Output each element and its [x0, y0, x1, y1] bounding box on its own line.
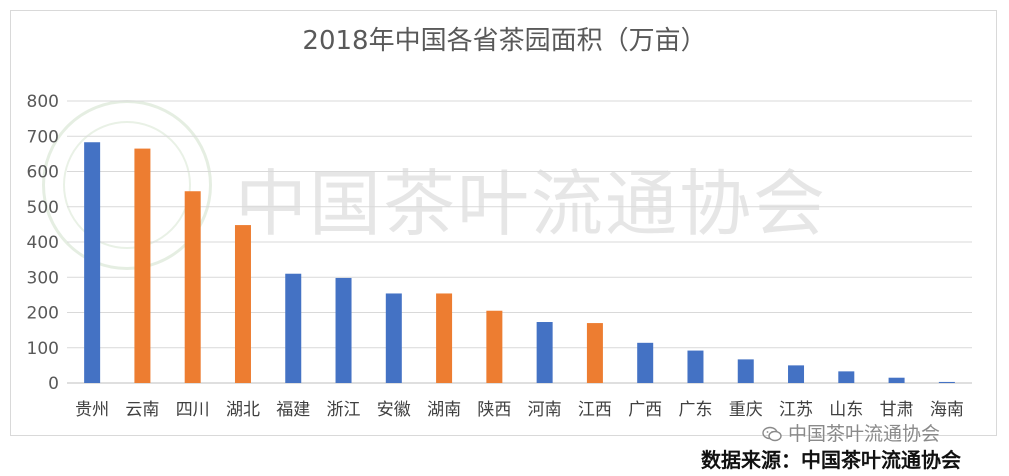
y-tick-label: 700 — [27, 127, 59, 147]
x-tick-label: 江西 — [578, 400, 612, 420]
bar-山东 — [838, 371, 855, 383]
wechat-label: 中国茶叶流通协会 — [788, 423, 941, 445]
bar-云南 — [134, 148, 151, 383]
bar-四川 — [184, 191, 201, 383]
y-tick-label: 0 — [48, 374, 59, 394]
y-tick-label: 800 — [27, 92, 59, 112]
bar-重庆 — [737, 359, 754, 383]
x-tick-label: 重庆 — [729, 400, 763, 420]
x-tick-label: 福建 — [276, 400, 310, 420]
bar-江苏 — [788, 365, 805, 383]
bar-河南 — [536, 322, 553, 383]
x-tick-label: 云南 — [125, 400, 159, 420]
bar-安徽 — [385, 293, 402, 383]
bar-广东 — [687, 350, 704, 383]
x-tick-label: 广西 — [628, 400, 662, 420]
bars — [84, 142, 955, 383]
bar-贵州 — [84, 142, 101, 383]
x-tick-label: 海南 — [930, 400, 964, 420]
x-tick-label: 河南 — [528, 400, 562, 420]
x-tick-label: 山东 — [829, 400, 863, 420]
wechat-icon — [762, 425, 782, 441]
y-tick-label: 400 — [27, 233, 59, 253]
x-tick-label: 陕西 — [477, 400, 511, 420]
y-tick-labels: 0 100 200 300 400 500 600 700 800 — [27, 92, 59, 394]
bar-福建 — [285, 273, 302, 383]
gridlines — [67, 100, 972, 384]
bar-陕西 — [486, 310, 503, 383]
x-tick-label: 江苏 — [779, 400, 813, 420]
x-tick-label: 湖北 — [226, 400, 260, 420]
bar-江西 — [586, 323, 603, 383]
x-tick-label: 湖南 — [427, 400, 461, 420]
y-tick-label: 100 — [27, 339, 59, 359]
watermark-seal-inner — [63, 121, 191, 249]
x-tick-label: 浙江 — [327, 400, 361, 420]
x-tick-label: 甘肃 — [880, 400, 914, 420]
bar-广西 — [637, 342, 654, 383]
bar-甘肃 — [888, 377, 905, 383]
y-tick-label: 200 — [27, 304, 59, 324]
wechat-badge: 中国茶叶流通协会 — [762, 419, 940, 446]
data-source: 数据来源：中国茶叶流通协会 — [701, 448, 961, 472]
x-tick-labels: 贵州 云南 四川 湖北 福建 浙江 安徽 湖南 陕西 河南 江西 广西 广东 重庆 江苏 山东 甘肃 海南 — [75, 400, 964, 420]
x-tick-label: 广东 — [678, 400, 712, 420]
bar-浙江 — [335, 277, 352, 383]
y-tick-label: 600 — [27, 163, 59, 183]
x-tick-label: 安徽 — [377, 400, 411, 420]
chart-title: 2018年中国各省茶园面积（万亩） — [302, 26, 707, 56]
watermark-text: 中国茶叶流通协会 — [235, 162, 828, 246]
bar-海南 — [938, 381, 955, 383]
bar-湖北 — [234, 225, 251, 383]
bar-湖南 — [436, 293, 453, 383]
y-tick-label: 500 — [27, 198, 59, 218]
x-tick-label: 四川 — [176, 400, 210, 420]
x-tick-label: 贵州 — [75, 400, 109, 420]
y-tick-label: 300 — [27, 268, 59, 288]
